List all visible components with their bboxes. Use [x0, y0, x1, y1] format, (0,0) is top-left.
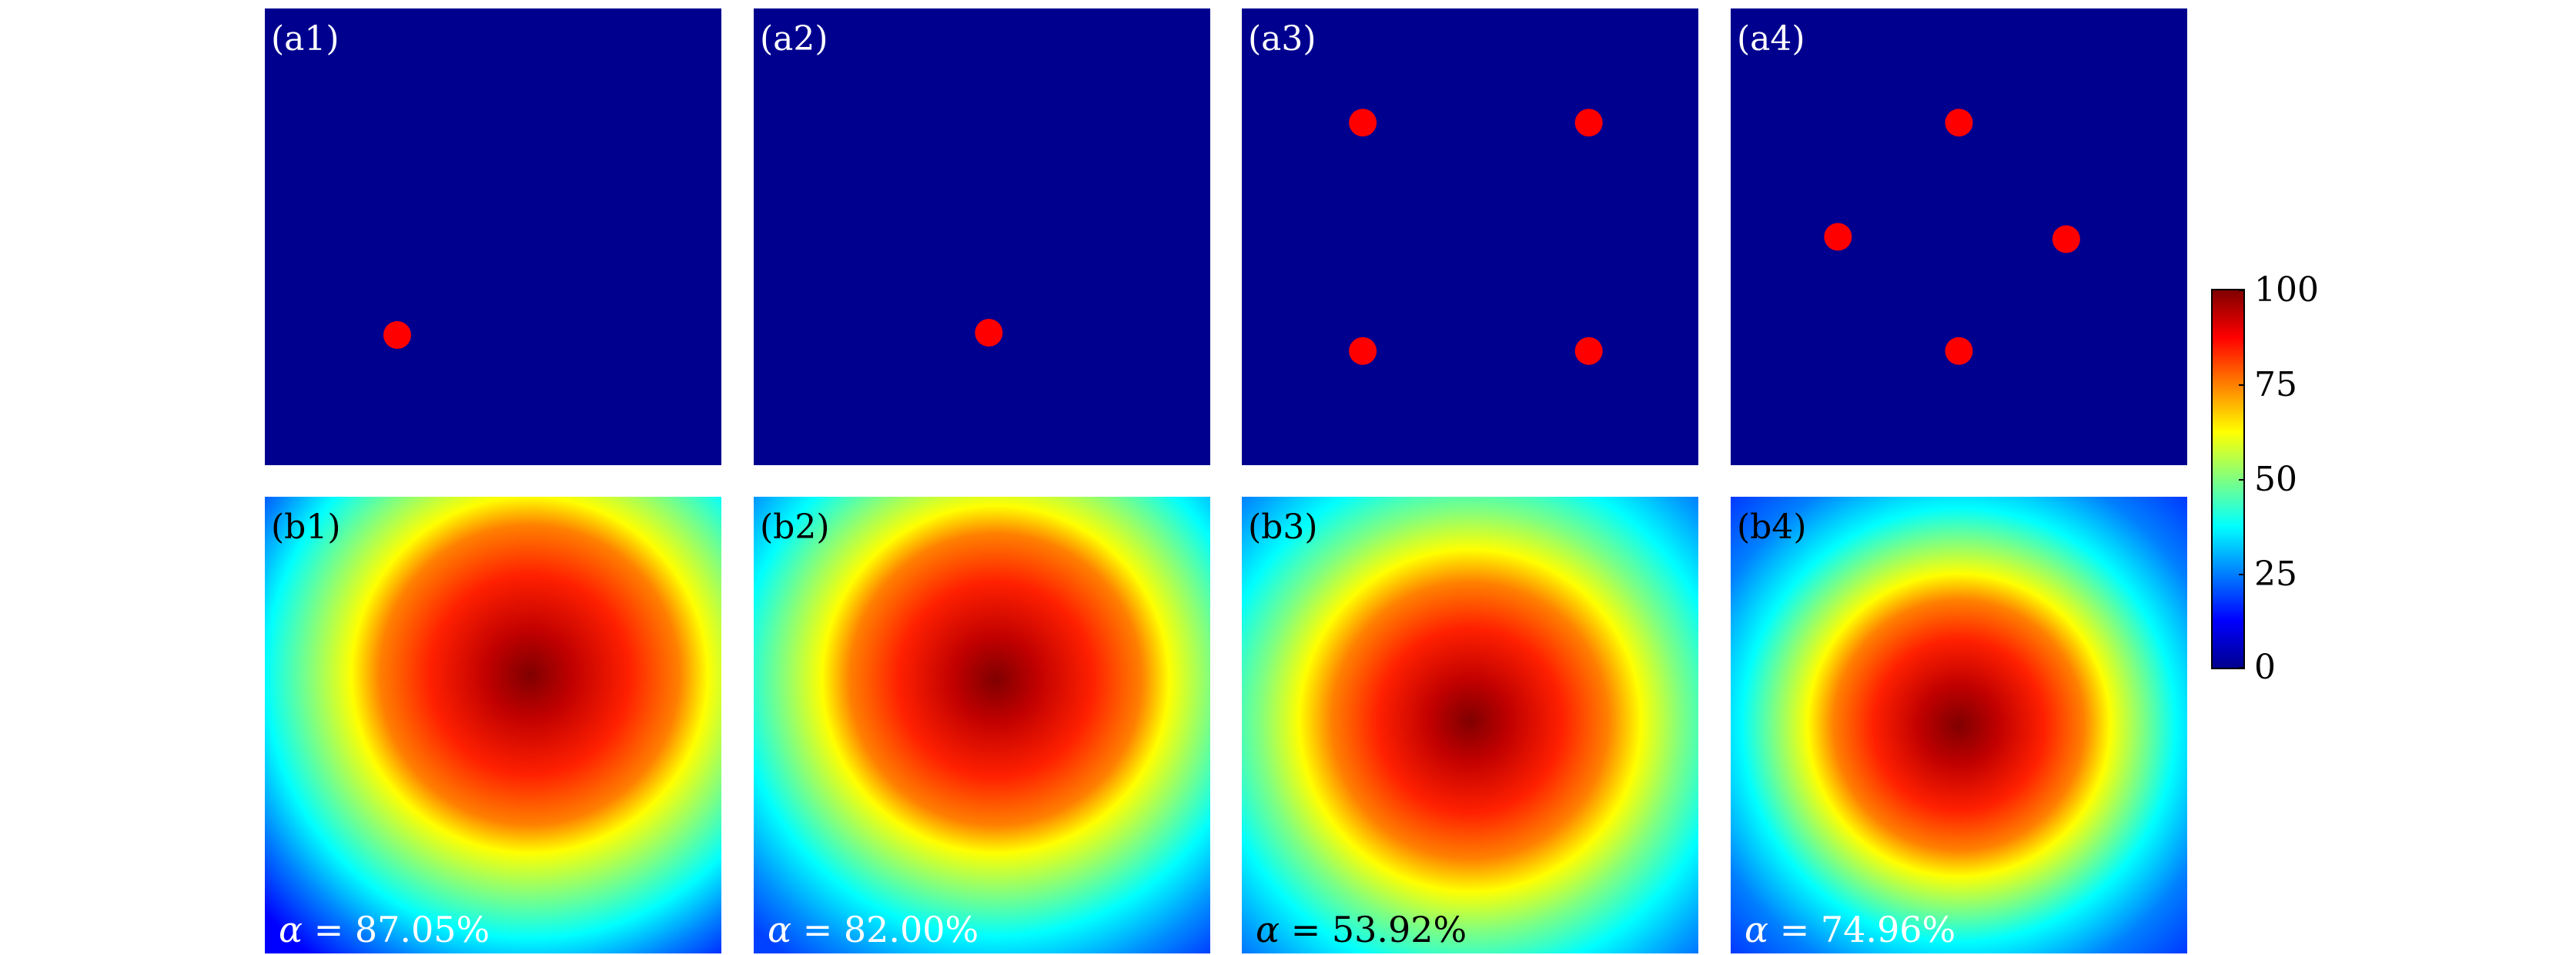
- panel-a3-label: (a3): [1248, 19, 1316, 59]
- panel-a4-dots: [1824, 109, 2080, 365]
- panel-a4: (a4): [1731, 8, 2187, 465]
- panel-b2-alpha-value: = 82.00%: [791, 909, 979, 950]
- panel-b4-label: (b4): [1737, 508, 1807, 547]
- panel-b2-alpha: α = 82.00%: [768, 912, 979, 947]
- panel-b1-alpha-value: = 87.05%: [303, 909, 490, 950]
- panel-a3-dot-4: [1574, 337, 1603, 365]
- panel-b1-alpha-symbol: α: [279, 909, 303, 950]
- colorbar-tick-mark-0: [2239, 667, 2245, 668]
- panel-a1-background: [265, 8, 721, 465]
- panel-a2-plot: [754, 8, 1210, 465]
- panel-b2-field: [754, 497, 1210, 953]
- panel-b1-label: (b1): [271, 508, 341, 547]
- panel-b4-alpha: α = 74.96%: [1745, 912, 1955, 947]
- colorbar-tick-label-25: 25: [2254, 555, 2297, 594]
- panel-a1-plot: [265, 8, 721, 465]
- colorbar-tick-mark-100: [2239, 290, 2245, 291]
- panel-b2: (b2) α = 82.00%: [754, 497, 1210, 953]
- panel-a3-background: [1242, 8, 1698, 465]
- colorbar-tick-mark-25: [2239, 574, 2245, 575]
- panel-a3: (a3): [1242, 8, 1698, 465]
- panel-a3-dots: [1349, 109, 1603, 365]
- panel-b3-alpha-symbol: α: [1256, 909, 1280, 950]
- panel-b3-heatmap: [1242, 497, 1698, 953]
- panel-a2: (a2): [754, 8, 1210, 465]
- panel-b1-heatmap: [265, 497, 721, 953]
- panel-b4-field: [1731, 497, 2187, 953]
- colorbar-tick-label-0: 0: [2254, 648, 2276, 687]
- panel-b4-alpha-symbol: α: [1745, 909, 1769, 950]
- panel-b4: (b4) α = 74.96%: [1731, 497, 2187, 953]
- panel-a2-label: (a2): [760, 19, 828, 59]
- panel-a4-dot-3: [2052, 225, 2080, 253]
- panel-a4-background: [1731, 8, 2187, 465]
- colorbar-tick-mark-50: [2239, 479, 2245, 481]
- panel-a3-dot-2: [1574, 109, 1603, 137]
- panel-b3-alpha: α = 53.92%: [1256, 912, 1467, 947]
- panel-b1-alpha: α = 87.05%: [279, 912, 490, 947]
- panel-a3-dot-3: [1349, 337, 1377, 365]
- panel-b2-heatmap: [754, 497, 1210, 953]
- panel-a1-dot-1: [383, 320, 411, 349]
- panel-b3-alpha-value: = 53.92%: [1280, 909, 1467, 950]
- panel-b4-heatmap: [1731, 497, 2187, 953]
- colorbar-tick-label-75: 75: [2254, 365, 2297, 404]
- panel-a2-dots: [975, 319, 1003, 347]
- panel-b2-alpha-symbol: α: [768, 909, 792, 950]
- panel-a2-dot-1: [975, 319, 1003, 347]
- panel-a3-dot-1: [1349, 109, 1377, 137]
- panel-b3-field: [1242, 497, 1698, 953]
- panel-a1-dots: [383, 320, 411, 349]
- panel-a2-background: [754, 8, 1210, 465]
- panel-a4-plot: [1731, 8, 2187, 465]
- panel-b4-alpha-value: = 74.96%: [1768, 909, 1956, 950]
- panel-b3: (b3) α = 53.92%: [1242, 497, 1698, 953]
- panel-a1-label: (a1): [271, 19, 340, 59]
- panel-b3-label: (b3): [1248, 508, 1318, 547]
- colorbar-tick-label-100: 100: [2254, 270, 2319, 310]
- panel-a1: (a1): [265, 8, 721, 465]
- panel-a4-label: (a4): [1737, 19, 1805, 59]
- panel-b1-field: [265, 497, 721, 953]
- panel-a4-dot-1: [1945, 109, 1973, 137]
- panel-a4-dot-2: [1824, 223, 1852, 251]
- panel-b2-label: (b2): [760, 508, 830, 547]
- colorbar-tick-label-50: 50: [2254, 460, 2297, 499]
- panel-b1: (b1) α = 87.05%: [265, 497, 721, 953]
- panel-a4-dot-4: [1945, 337, 1973, 365]
- panel-a3-plot: [1242, 8, 1698, 465]
- colorbar-tick-mark-75: [2239, 384, 2245, 386]
